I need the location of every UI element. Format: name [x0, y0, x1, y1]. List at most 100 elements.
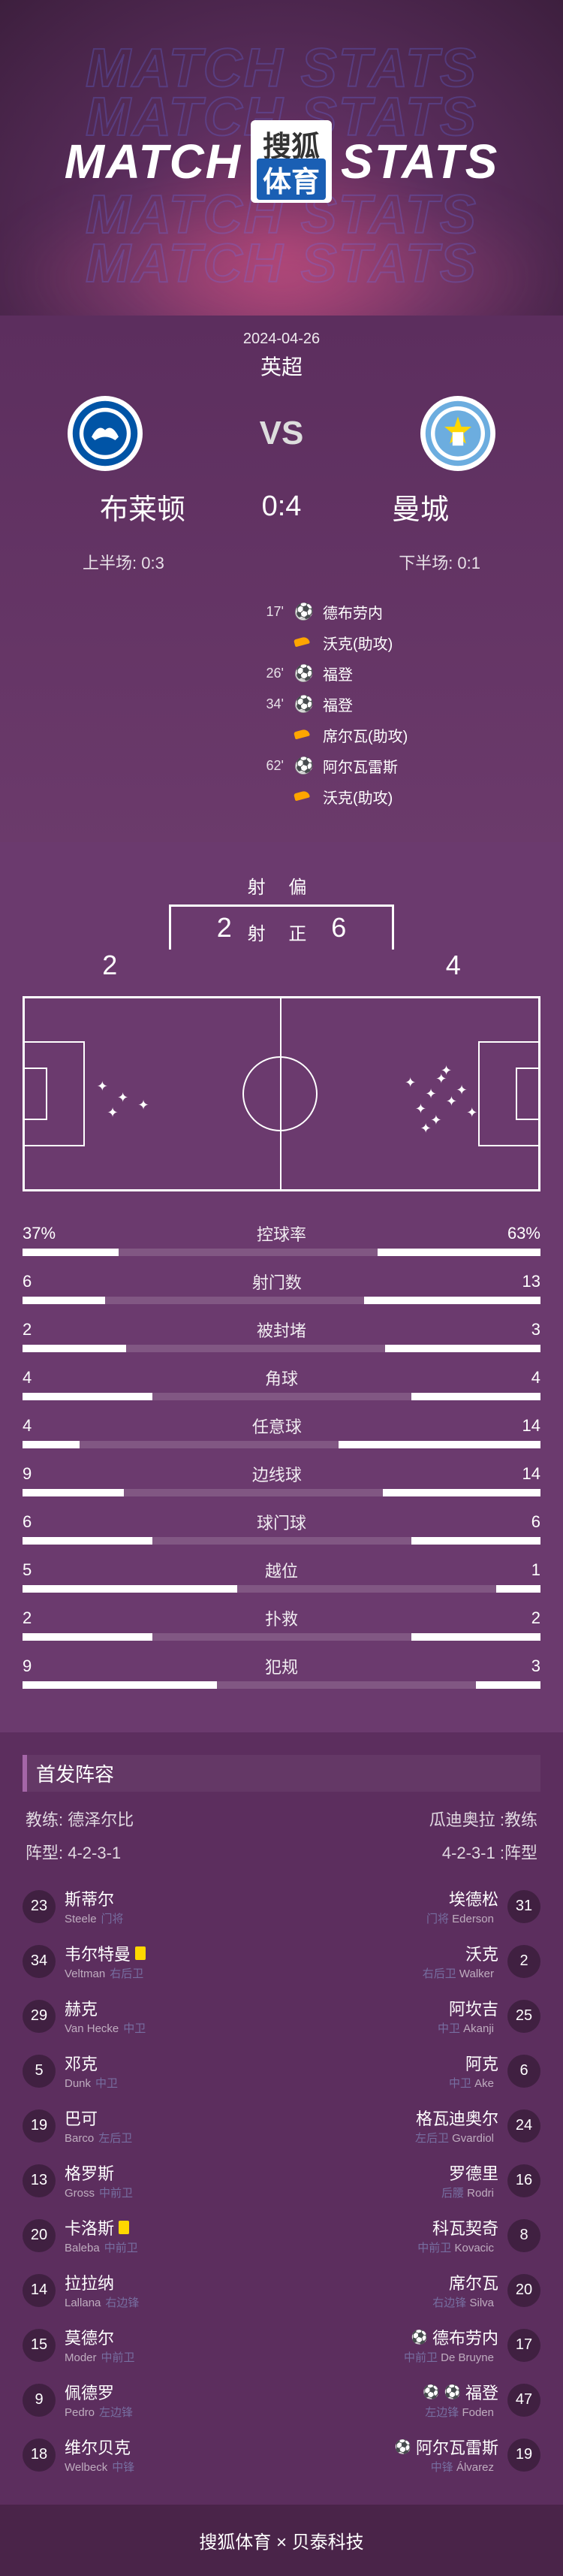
player-number: 15: [23, 2329, 56, 2362]
player-number: 31: [507, 1890, 540, 1923]
player-number: 25: [507, 2000, 540, 2033]
home-name: 布莱顿: [68, 486, 218, 527]
player-sub: Dunk中卫: [65, 2075, 118, 2091]
stat-row: 5越位1: [23, 1558, 540, 1593]
shot-dot: ✦: [426, 1086, 437, 1102]
stat-bar-away: [282, 1249, 540, 1256]
home-player: 20卡洛斯 Baleba中前卫: [23, 2215, 282, 2255]
shot-dot: ✦: [405, 1075, 416, 1091]
player-sub: 右边锋 Silva: [432, 2294, 498, 2310]
shot-dot: ✦: [117, 1090, 128, 1106]
home-player: 13格罗斯 Gross中前卫: [23, 2161, 282, 2200]
player-name: 赫克: [65, 1996, 146, 2020]
player-number: 23: [23, 1890, 56, 1923]
event-row: 62'阿尔瓦雷斯: [23, 750, 540, 781]
stats-section: 射 偏 射 正 2 2 6 4 ✦✦✦✦✦✦✦✦✦✦✦✦✦✦ 37%控球率63%…: [0, 842, 563, 1732]
ball-icon: [293, 694, 314, 715]
event-row: 沃克(助攻): [23, 781, 540, 812]
title-match: MATCH: [65, 134, 242, 189]
home-logo: [68, 396, 143, 471]
player-sub: 中卫 Akanji: [438, 2020, 498, 2036]
stat-label: 角球: [265, 1366, 298, 1390]
away-player: 格瓦迪奥尔左后卫 Gvardiol24: [282, 2106, 540, 2146]
player-name: 科瓦契奇: [432, 2215, 498, 2239]
away-coach: 瓜迪奥拉 :教练: [429, 1807, 537, 1831]
header: MATCH STATS MATCH STATS MATCH STATS MATC…: [0, 0, 563, 316]
away-name: 曼城: [345, 486, 495, 527]
player-name: 巴可: [65, 2106, 132, 2130]
event-row: 17'德布劳内: [23, 596, 540, 627]
player-name: 沃克: [465, 1941, 498, 1965]
goal-area: [516, 1068, 538, 1120]
goal-icon: ⚽: [423, 2384, 439, 2400]
player-row: 13格罗斯 Gross中前卫 罗德里后腰 Rodri16: [23, 2153, 540, 2208]
shot-dot: ✦: [441, 1063, 452, 1079]
pitch: ✦✦✦✦✦✦✦✦✦✦✦✦✦✦: [23, 996, 540, 1191]
home-shots-off: 2: [102, 950, 117, 981]
lineup-title: 首发阵容: [23, 1755, 540, 1792]
stat-row: 6球门球6: [23, 1510, 540, 1545]
title-stats: STATS: [341, 134, 498, 189]
stat-bar-away: [282, 1297, 540, 1304]
stat-home-value: 4: [23, 1368, 32, 1388]
player-row: 29赫克 Van Hecke中卫 阿坎吉中卫 Akanji25: [23, 1989, 540, 2043]
player-row: 5邓克 Dunk中卫 阿克中卫 Ake6: [23, 2043, 540, 2098]
stat-row: 9 边线球 14: [23, 1462, 540, 1496]
stat-row: 2被封堵3: [23, 1318, 540, 1352]
stat-bar-away: [282, 1441, 540, 1448]
assist-icon: [293, 725, 314, 746]
assist-icon: [293, 633, 314, 654]
stat-row: 4角球4: [23, 1366, 540, 1400]
match-date: 2024-04-26: [23, 331, 540, 348]
player-number: 6: [507, 2055, 540, 2088]
shot-dot: ✦: [430, 1113, 441, 1128]
stat-label: 控球率: [257, 1222, 306, 1246]
stat-bar-away: [282, 1393, 540, 1400]
stat-home-value: 9: [23, 1464, 32, 1484]
stat-home-value: 2: [23, 1608, 32, 1628]
player-number: 19: [23, 2109, 56, 2143]
stat-bar-home: [23, 1489, 282, 1496]
stat-bar-home: [23, 1441, 282, 1448]
goal-icon: ⚽: [411, 2330, 428, 2345]
title-row: MATCH 搜狐 体育 STATS: [0, 120, 563, 203]
player-name: 席尔瓦: [449, 2270, 498, 2294]
player-name: 卡洛斯: [65, 2215, 138, 2239]
away-player: ⚽ 德布劳内中前卫 De Bruyne17: [282, 2325, 540, 2365]
stat-label: 边线球: [252, 1462, 302, 1486]
stat-label: 被封堵: [257, 1318, 306, 1342]
away-player: 阿坎吉中卫 Akanji25: [282, 1996, 540, 2036]
player-sub: 左边锋 Foden: [425, 2404, 498, 2420]
player-sub: Welbeck中锋: [65, 2459, 134, 2475]
stat-away-value: 13: [522, 1272, 540, 1291]
stat-bar-home: [23, 1585, 282, 1593]
stat-row: 37%控球率63%: [23, 1222, 540, 1256]
away-player: 席尔瓦右边锋 Silva20: [282, 2270, 540, 2310]
player-name: 斯蒂尔: [65, 1886, 124, 1910]
stat-bar-away: [282, 1345, 540, 1352]
player-row: 15莫德尔 Moder中前卫⚽ 德布劳内中前卫 De Bruyne17: [23, 2318, 540, 2372]
match-league: 英超: [23, 351, 540, 381]
goal-area: [25, 1068, 47, 1120]
event-time: 62': [23, 758, 293, 774]
player-number: 16: [507, 2164, 540, 2197]
player-sub: Veltman右后卫: [65, 1965, 146, 1981]
stat-bar-home: [23, 1249, 282, 1256]
stat-bar-home: [23, 1393, 282, 1400]
home-player: 19巴可 Barco左后卫: [23, 2106, 282, 2146]
home-player: 5邓克 Dunk中卫: [23, 2051, 282, 2091]
players-list: 23斯蒂尔 Steele门将 埃德松门将 Ederson3134韦尔特曼 Vel…: [23, 1879, 540, 2482]
logo-bot: 体育: [257, 159, 326, 200]
home-player: 9佩德罗 Pedro左边锋: [23, 2380, 282, 2420]
away-player: ⚽ 阿尔瓦雷斯中锋 Álvarez19: [282, 2435, 540, 2475]
shot-dot: ✦: [415, 1101, 426, 1117]
event-row: 34'福登: [23, 689, 540, 720]
player-row: 23斯蒂尔 Steele门将 埃德松门将 Ederson31: [23, 1879, 540, 1934]
shot-dot: ✦: [137, 1098, 149, 1113]
stat-away-value: 14: [522, 1464, 540, 1484]
event-text: 福登: [323, 663, 353, 684]
stat-bar-home: [23, 1633, 282, 1641]
event-text: 沃克(助攻): [323, 786, 393, 808]
stat-label: 任意球: [252, 1414, 302, 1438]
date-league: 2024-04-26 英超: [23, 331, 540, 381]
